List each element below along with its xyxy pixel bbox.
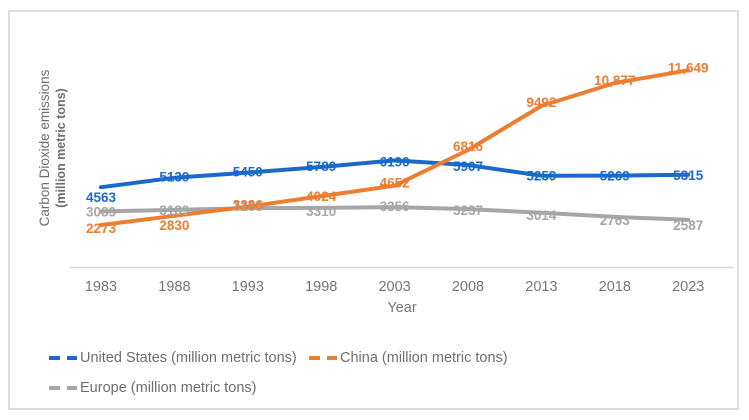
data-label-china: 4652 xyxy=(380,176,410,191)
data-label-united-states: 5789 xyxy=(306,159,336,174)
data-label-china: 4024 xyxy=(306,189,337,204)
legend-label-united-states: United States (million metric tons) xyxy=(80,350,297,366)
legend-item-china: China (million metric tons) xyxy=(308,349,508,367)
x-tick-label: 2013 xyxy=(525,279,557,295)
legend-marker-europe-icon xyxy=(49,386,77,390)
legend-label-china: China (million metric tons) xyxy=(340,350,508,366)
data-label-europe: 3237 xyxy=(453,203,483,218)
data-label-europe: 2763 xyxy=(600,213,631,228)
data-label-china: 2830 xyxy=(159,218,189,233)
x-tick-label: 1993 xyxy=(232,279,264,295)
legend-item-united-states: United States (million metric tons) xyxy=(48,349,297,367)
legend-marker-united-states-icon xyxy=(49,356,77,360)
data-label-china: 10,877 xyxy=(594,73,635,88)
series-line-europe xyxy=(99,205,691,222)
data-label-china: 11,649 xyxy=(668,60,709,75)
data-label-europe: 3189 xyxy=(159,203,189,218)
series-line-united-states xyxy=(99,158,691,190)
x-tick-label: 1998 xyxy=(305,279,337,295)
x-axis-title: Year xyxy=(387,300,416,316)
data-label-china: 3386 xyxy=(233,198,264,213)
legend-item-europe: Europe (million metric tons) xyxy=(48,379,256,397)
data-label-united-states: 5259 xyxy=(526,169,556,184)
data-label-united-states: 5139 xyxy=(159,170,189,185)
series-line-china xyxy=(99,68,691,227)
data-label-europe: 3310 xyxy=(306,204,336,219)
data-label-united-states: 5269 xyxy=(600,169,630,184)
data-label-united-states: 5450 xyxy=(233,165,263,180)
x-tick-label: 2003 xyxy=(378,279,410,295)
data-label-china: 2273 xyxy=(86,221,117,236)
x-tick-label: 2023 xyxy=(672,279,704,295)
x-tick-label: 1988 xyxy=(158,279,190,295)
data-label-united-states: 5315 xyxy=(673,168,704,183)
data-label-europe: 3356 xyxy=(380,199,411,214)
data-label-united-states: 6190 xyxy=(380,154,410,169)
data-label-europe: 3014 xyxy=(526,208,557,223)
data-label-europe: 2587 xyxy=(673,218,703,233)
data-label-china: 6816 xyxy=(453,139,484,154)
x-tick-label: 2018 xyxy=(599,279,631,295)
data-label-united-states: 5907 xyxy=(453,159,483,174)
data-label-europe: 3089 xyxy=(86,205,116,220)
legend-marker-china-icon xyxy=(309,356,337,360)
data-label-united-states: 4563 xyxy=(86,190,117,205)
x-tick-label: 2008 xyxy=(452,279,484,295)
data-label-europe: 3288 xyxy=(233,199,264,214)
x-tick-label: 1983 xyxy=(85,279,117,295)
legend-label-europe: Europe (million metric tons) xyxy=(80,380,257,396)
data-label-china: 9492 xyxy=(526,95,556,110)
